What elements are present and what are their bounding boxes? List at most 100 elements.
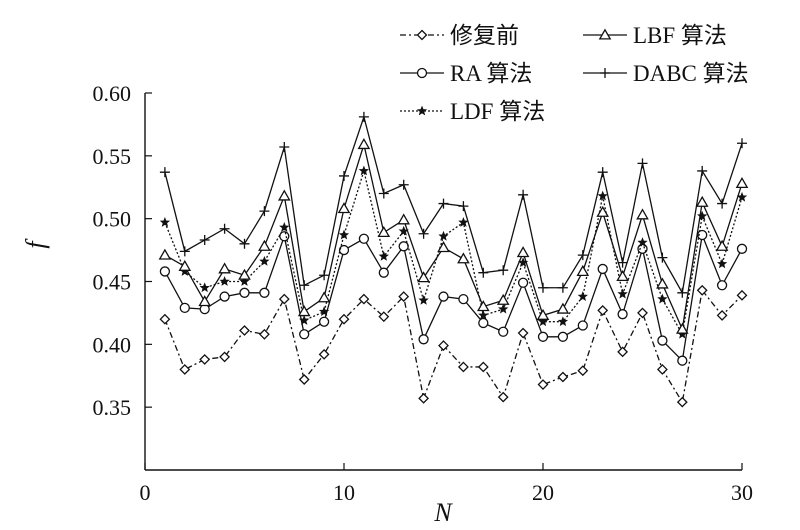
data-point (577, 365, 589, 377)
y-tick-label: 0.45 (93, 270, 132, 295)
data-point (478, 310, 489, 320)
data-point (378, 188, 389, 199)
data-point (239, 325, 250, 336)
data-point (458, 293, 469, 305)
data-point (358, 111, 369, 122)
y-tick-label: 0.60 (93, 81, 132, 106)
series-diamond (159, 284, 748, 408)
legend-label: 修复前 (450, 23, 519, 48)
data-point (418, 334, 429, 345)
data-point (179, 302, 190, 314)
data-point (339, 170, 349, 181)
series-star (159, 165, 748, 339)
data-point (637, 158, 648, 169)
data-point (159, 266, 171, 277)
data-point (198, 295, 212, 307)
data-point (597, 167, 608, 178)
data-point (697, 165, 708, 176)
data-point (398, 241, 409, 252)
data-point (656, 364, 668, 375)
data-point (377, 225, 391, 238)
data-point (516, 246, 530, 258)
data-point (378, 311, 390, 323)
data-point (617, 257, 628, 268)
data-point (597, 190, 608, 201)
data-point (319, 270, 330, 281)
data-point (357, 138, 371, 150)
data-point (477, 361, 489, 373)
data-point (317, 291, 331, 303)
data-point (577, 250, 588, 261)
x-tick-label: 0 (140, 480, 151, 505)
data-point (517, 327, 529, 339)
data-point (438, 198, 449, 209)
legend-item: LBF 算法 (583, 23, 727, 48)
data-point (378, 267, 389, 278)
data-point (398, 179, 409, 190)
data-point (378, 250, 389, 261)
data-point (437, 241, 450, 253)
data-point (677, 287, 688, 298)
series-line (164, 114, 743, 295)
data-point (219, 223, 230, 234)
data-point (577, 291, 588, 301)
legend-marker (416, 105, 428, 116)
data-point (259, 255, 270, 266)
data-point (298, 374, 310, 385)
data-point (238, 268, 251, 280)
series-plus (159, 111, 747, 298)
data-point (597, 263, 608, 275)
data-point (537, 316, 549, 327)
data-point (736, 243, 748, 254)
y-tick-label: 0.55 (93, 144, 132, 169)
data-point (597, 304, 609, 316)
data-point (498, 265, 509, 276)
data-point (557, 331, 569, 342)
data-point (418, 228, 429, 239)
data-point (358, 165, 370, 176)
data-point (458, 217, 469, 227)
data-point (656, 277, 669, 289)
data-point (538, 282, 548, 293)
legend-marker (600, 68, 610, 78)
data-point (497, 391, 509, 403)
data-point (498, 303, 509, 314)
series-triangle (158, 138, 749, 334)
data-point (675, 322, 689, 334)
legend-item: LDF 算法 (400, 99, 545, 124)
y-axis-title: f (21, 238, 50, 249)
data-point (219, 291, 230, 302)
legend-marker (416, 67, 428, 79)
series-line (164, 142, 743, 332)
data-point (518, 189, 529, 200)
legend-item: 修复前 (400, 23, 519, 48)
data-point (418, 294, 429, 305)
data-point (258, 239, 271, 251)
data-point (677, 355, 688, 366)
data-point (258, 328, 270, 340)
data-point (617, 346, 629, 358)
data-point (596, 205, 610, 217)
data-point (557, 371, 569, 383)
data-point (676, 396, 688, 408)
data-point (576, 264, 590, 276)
x-tick-label: 30 (731, 480, 753, 505)
data-point (716, 258, 728, 269)
data-point (557, 316, 569, 327)
data-point (178, 259, 192, 271)
data-point (219, 351, 231, 363)
legend-item: RA 算法 (400, 61, 532, 86)
data-point (418, 392, 430, 404)
data-point (696, 284, 708, 296)
data-point (476, 300, 490, 312)
data-point (736, 289, 748, 301)
data-point (259, 206, 270, 217)
data-point (398, 291, 410, 302)
y-tick-label: 0.35 (93, 395, 132, 420)
data-point (536, 308, 550, 320)
x-axis-title: N (433, 498, 453, 527)
data-point (358, 293, 370, 305)
data-point (657, 293, 668, 304)
data-point (657, 335, 668, 346)
x-tick-label: 20 (532, 480, 554, 505)
